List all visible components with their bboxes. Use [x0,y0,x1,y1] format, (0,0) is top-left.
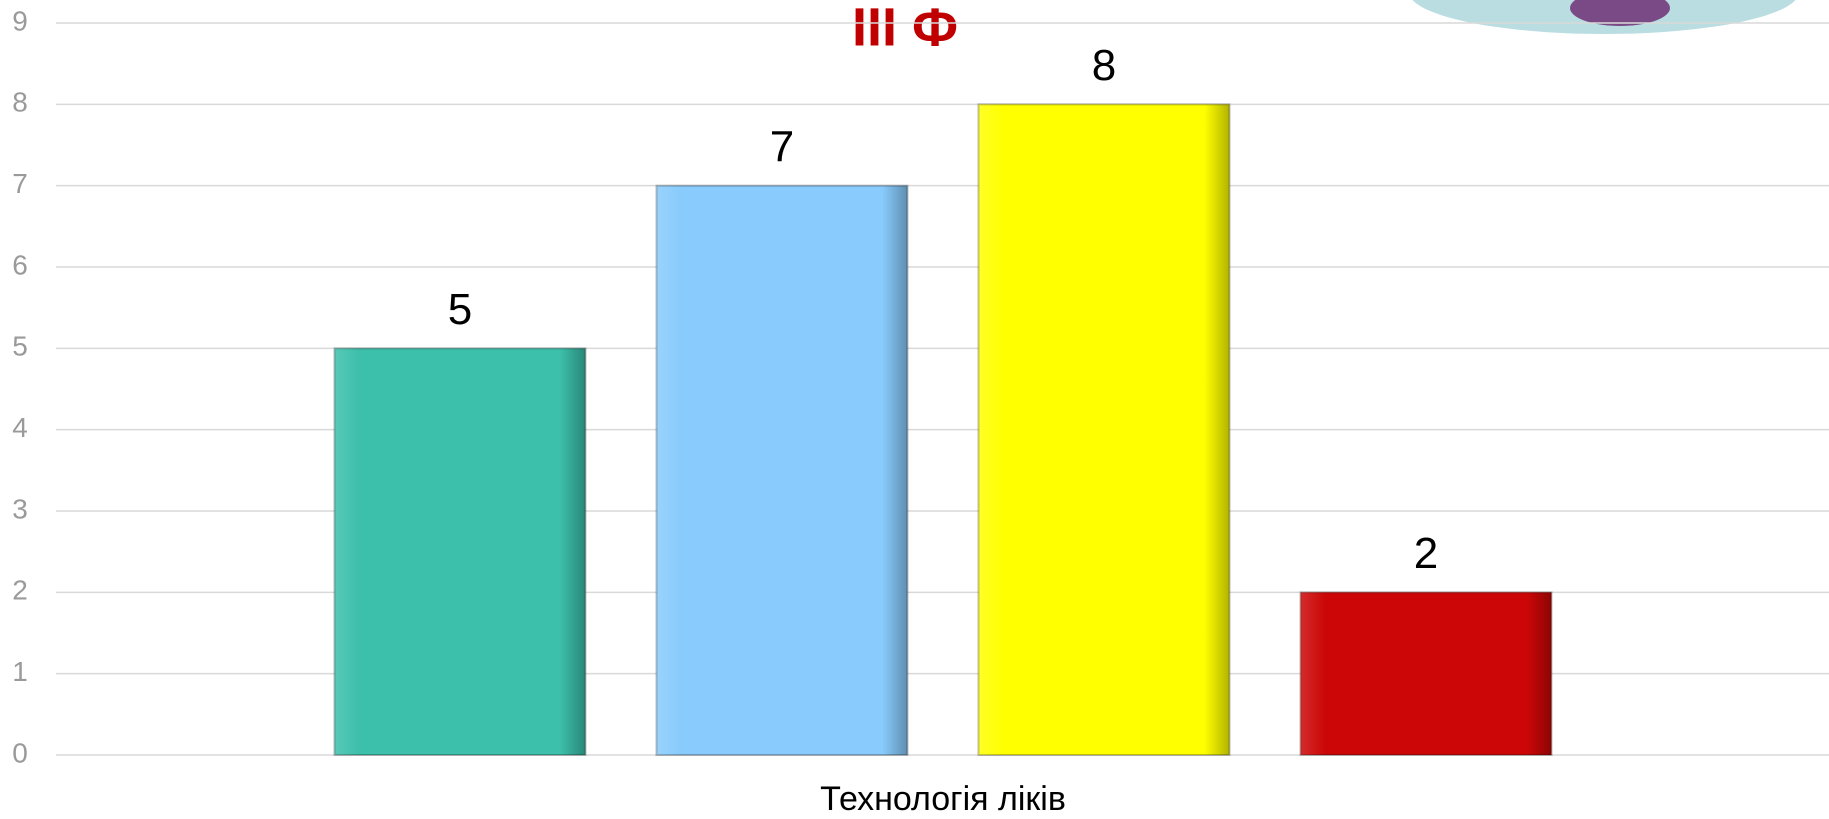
y-tick-label: 3 [12,493,28,524]
y-tick-label: 1 [12,656,28,687]
y-tick-label: 9 [12,5,28,36]
decoration [1570,0,1670,26]
bar-shade [656,185,908,755]
y-tick-label: 5 [12,331,28,362]
y-tick-label: 8 [12,87,28,118]
bar-shade [978,104,1230,756]
y-tick-label: 0 [12,737,28,768]
value-label: 5 [448,285,472,334]
x-tick-label: Технологія ліків [820,780,1066,818]
bar-shade [1300,592,1552,755]
y-tick-label: 2 [12,575,28,606]
value-label: 2 [1414,529,1438,578]
y-tick-label: 6 [12,249,28,280]
value-label: 8 [1092,41,1116,90]
value-label: 7 [770,122,794,171]
y-tick-label: 4 [12,412,28,443]
bar-shade [334,348,586,755]
chart-title: III Ф [852,0,958,57]
y-tick-label: 7 [12,168,28,199]
